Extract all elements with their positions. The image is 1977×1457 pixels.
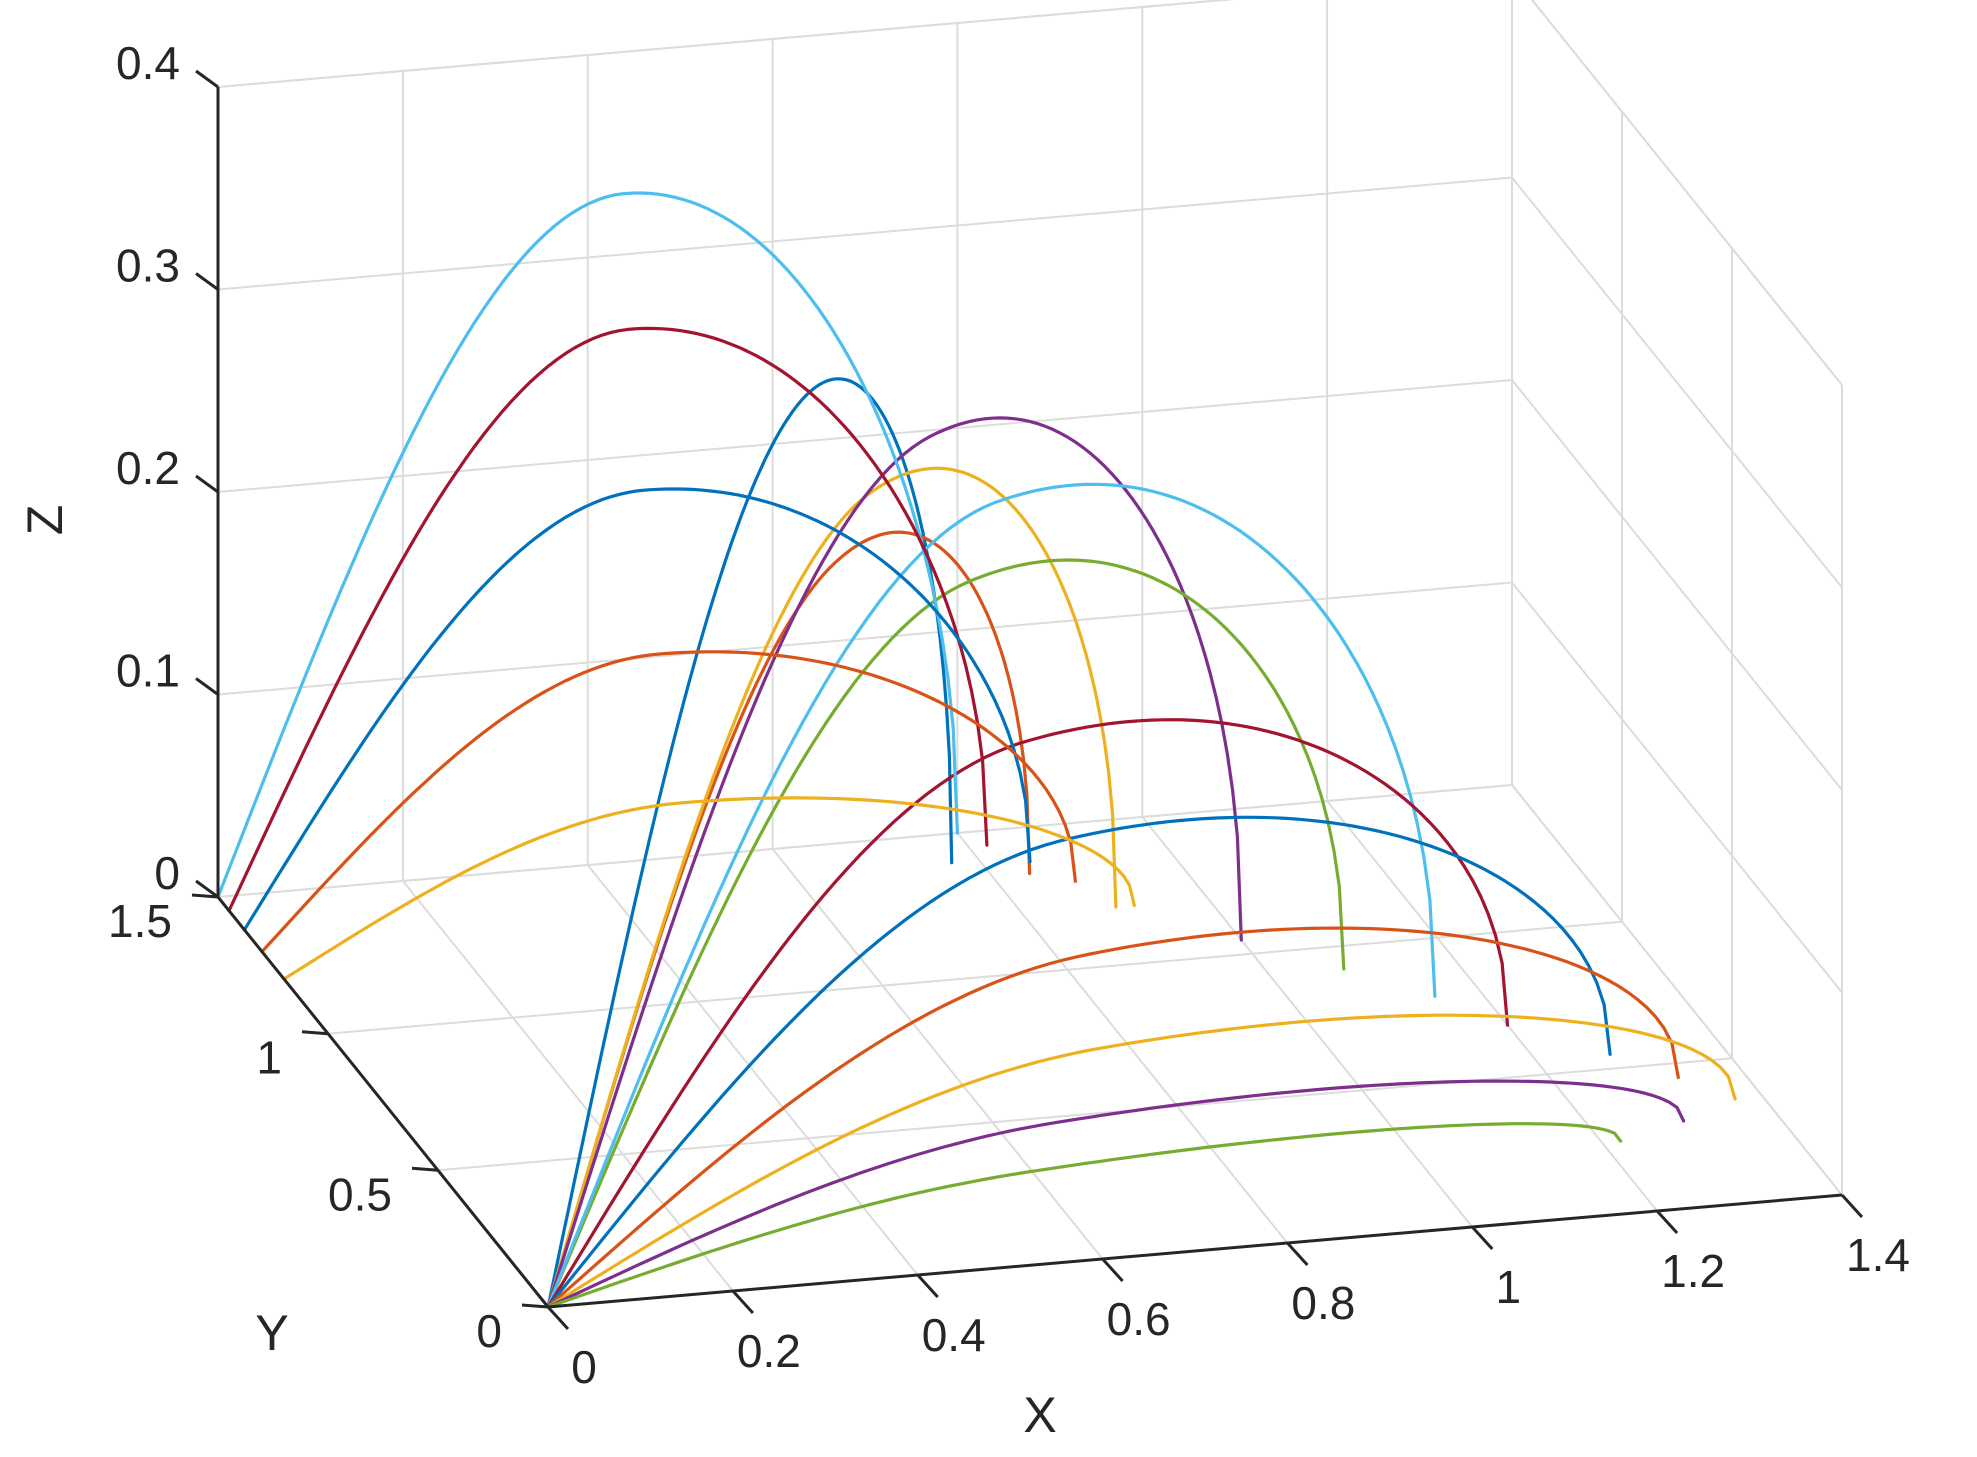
grid-line-backwall-z [217,581,1513,696]
x-axis-tick [1286,1241,1309,1267]
grid-line-sidewall-z [1511,581,1843,994]
z-axis-tick [195,677,219,696]
z-axis-tick [195,879,219,899]
axes-layer: 0 0.2 0.4 0.6 0.8 1 1.2 1.400.511.500.10.20.30.… [108,37,1910,1393]
grid-box-top-edge [217,0,1235,88]
x-axis-tick [546,1305,570,1331]
trajectory-curve [216,191,959,899]
trajectory-curve [260,650,1077,954]
z-axis-tick [195,69,219,89]
x-axis-tick [731,1289,755,1315]
y-axis-tick [191,893,219,899]
trajectory-curve [242,487,1032,932]
grid-line-backwall-z [217,176,1513,291]
x-tick-label: 0.8 [1291,1277,1355,1329]
x-tick-label: 0.4 [922,1309,986,1361]
trajectory-curve [282,796,1136,981]
z-tick-label: 0.4 [116,37,180,89]
x-tick-label: 0.2 [737,1325,801,1377]
x-tick-label: 1.4 [1846,1229,1910,1281]
trajectory-curve [546,718,1510,1309]
z-axis-label: Z [17,505,73,536]
grid-line-backwall-z [217,0,1235,88]
trajectory-curve [546,416,1243,1309]
grid-line-sidewall-z [1511,176,1843,589]
x-axis-tick [916,1273,939,1299]
y-axis-label: Y [255,1305,288,1361]
x-tick-label: 1 [1496,1261,1522,1313]
curves-layer [216,191,1737,1309]
y-tick-label: 1 [256,1032,282,1084]
trajectory-curve [546,1079,1686,1309]
y-axis-tick [521,1303,549,1309]
y-tick-label: 1.5 [108,895,172,947]
trajectory-curve [546,1122,1623,1309]
trajectory-curve [227,326,989,913]
trajectory-curve [546,482,1437,1309]
x-axis-tick [1471,1225,1494,1251]
grid-line-floor-x [771,848,1104,1260]
y-axis-tick [301,1030,329,1036]
labels-layer: X Y Z [17,505,1057,1443]
y-tick-label: 0.5 [328,1168,392,1220]
z-axis-tick [195,272,219,291]
grid-line-backwall-z [217,379,1513,493]
z-tick-label: 0.1 [116,645,180,697]
grid-line-floor-y [437,1057,1733,1172]
grid-line-floor-x [402,880,734,1292]
trajectory-curve [546,815,1612,1309]
grid-line-sidewall-z [1511,379,1843,791]
y-tick-label: 0 [476,1305,502,1357]
y-axis-line [216,896,550,1308]
x-tick-label: 0 [571,1341,597,1393]
trajectory-curve [546,1013,1737,1309]
x-axis-tick [1655,1209,1679,1235]
grid-line-sidewall-z [1511,784,1843,1196]
z-tick-label: 0 [154,847,180,899]
z-tick-label: 0.2 [116,442,180,494]
grid-line-sidewall-z [1530,0,1843,386]
x-axis-tick [1840,1193,1864,1219]
grid-line-backwall-z [217,784,1513,898]
x-tick-label: 0.6 [1107,1293,1171,1345]
z-tick-label: 0.3 [116,240,180,292]
x-axis-label: X [1023,1387,1056,1443]
trajectory-curve [546,558,1346,1309]
trajectory-curve [546,926,1680,1309]
x-axis-line [547,1193,1843,1309]
grid-line-floor-x [956,832,1289,1244]
x-tick-label: 1.2 [1661,1245,1725,1297]
trajectory-curve [546,377,954,1309]
x-axis-tick [1101,1257,1124,1283]
grid-line-floor-x [1326,800,1658,1212]
grid-box-top-edge [1530,0,1843,386]
z-axis-tick [195,474,219,494]
grid-line-floor-y [327,920,1623,1035]
grid-layer [217,0,1843,1308]
y-axis-tick [411,1166,439,1172]
